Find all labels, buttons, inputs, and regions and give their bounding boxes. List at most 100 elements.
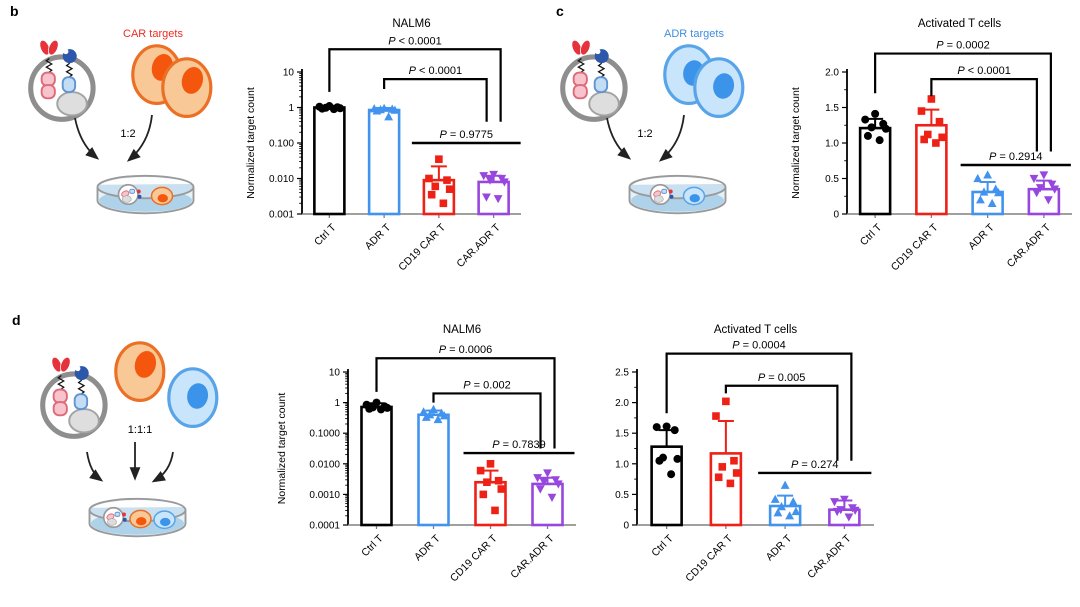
mix-arrow-right-icon bbox=[151, 451, 174, 483]
scatter-point bbox=[533, 474, 542, 483]
significance-bracket bbox=[930, 78, 1038, 152]
x-category-label: Ctrl T bbox=[359, 532, 386, 559]
x-category-label: CAR.ADR T bbox=[805, 532, 854, 581]
scatter-point bbox=[445, 185, 454, 193]
scatter-point bbox=[1043, 196, 1053, 205]
y-axis-label: Normalized target count bbox=[245, 87, 257, 199]
scatter-point bbox=[987, 198, 997, 207]
scatter-point bbox=[551, 476, 560, 485]
scatter-point bbox=[419, 407, 428, 416]
scatter-point bbox=[917, 107, 926, 115]
scatter-point bbox=[920, 135, 928, 144]
y-tick-label: 0 bbox=[833, 210, 839, 221]
significance-bracket bbox=[383, 78, 488, 122]
scatter-point bbox=[479, 490, 488, 499]
x-category-label: CAR.ADR T bbox=[508, 532, 557, 581]
scatter-point bbox=[770, 494, 780, 503]
car-target-cells-icon bbox=[131, 44, 213, 119]
significance-bracket bbox=[665, 352, 853, 461]
scatter-point bbox=[973, 173, 983, 183]
scatter-point bbox=[421, 412, 431, 421]
scatter-point bbox=[318, 104, 327, 113]
scatter-point bbox=[844, 513, 854, 522]
significance-bracket bbox=[724, 384, 839, 461]
scatter-point bbox=[1032, 189, 1042, 198]
significance-bracket bbox=[375, 357, 556, 449]
scatter-point bbox=[850, 506, 860, 515]
engineered-t-cell-icon bbox=[43, 356, 105, 437]
bar bbox=[313, 106, 346, 216]
x-category-label: Ctrl T bbox=[858, 221, 885, 248]
x-category-label: CD19 CAR T bbox=[448, 532, 500, 584]
scatter-point bbox=[543, 469, 552, 478]
culture-dish-icon bbox=[628, 174, 727, 215]
scatter-point bbox=[553, 480, 563, 489]
scatter-point bbox=[863, 131, 872, 140]
y-tick-label: 10 bbox=[329, 368, 341, 379]
panel-d-letter: d bbox=[12, 312, 21, 328]
scatter-point bbox=[425, 174, 433, 183]
scatter-point bbox=[655, 456, 664, 465]
significance-bracket bbox=[328, 48, 502, 122]
scatter-point bbox=[832, 507, 842, 517]
scatter-point bbox=[539, 478, 549, 487]
scatter-point bbox=[780, 480, 790, 489]
bar bbox=[531, 482, 564, 527]
scatter-point bbox=[383, 403, 392, 412]
x-category-label: CAR.ADR T bbox=[454, 221, 503, 270]
adr-target-cell-icon bbox=[167, 367, 219, 428]
x-category-label: CD19 CAR T bbox=[396, 221, 448, 273]
panel-c-letter: c bbox=[556, 3, 564, 19]
bar bbox=[417, 413, 450, 527]
scatter-point bbox=[867, 123, 876, 132]
panel-b-chart-nalm6: NALM6 Normalized target count 10 1 0.100 0.01… bbox=[245, 18, 521, 273]
scatter-point bbox=[384, 112, 394, 121]
mix-arrow-right-icon bbox=[126, 114, 153, 162]
y-tick-label: 0.0001 bbox=[309, 521, 340, 532]
y-tick-label: 0.5 bbox=[615, 490, 629, 501]
scatter-point bbox=[714, 473, 723, 482]
mix-arrow-right-icon bbox=[658, 114, 685, 162]
mix-arrow-left-icon bbox=[86, 451, 104, 482]
scatter-point bbox=[662, 422, 671, 431]
y-tick-label: 2.0 bbox=[825, 68, 839, 79]
x-category-label: ADR T bbox=[412, 532, 443, 563]
scatter-point bbox=[439, 411, 449, 420]
bar bbox=[360, 405, 393, 527]
scatter-point bbox=[485, 176, 495, 185]
scatter-point bbox=[861, 115, 870, 124]
chart-title: NALM6 bbox=[443, 324, 481, 336]
scatter-point bbox=[491, 506, 499, 515]
scatter-point bbox=[429, 404, 438, 413]
x-category-label: CD19 CAR T bbox=[889, 221, 941, 273]
scatter-point bbox=[435, 155, 443, 163]
scatter-point bbox=[483, 478, 491, 487]
y-tick-label: 0.0100 bbox=[309, 459, 340, 470]
significance-bracket bbox=[432, 392, 542, 449]
p-value-label: P < 0.0001 bbox=[388, 35, 442, 47]
chart-title: NALM6 bbox=[392, 18, 430, 30]
bar bbox=[709, 452, 743, 527]
scatter-point bbox=[1047, 180, 1057, 189]
car-targets-label: CAR targets bbox=[123, 28, 183, 40]
y-tick-label: 2.5 bbox=[615, 368, 629, 379]
car-target-cell-icon bbox=[114, 341, 166, 402]
panel-d-cartoon bbox=[28, 341, 219, 538]
x-category-label: ADR T bbox=[966, 221, 997, 252]
scatter-point bbox=[881, 124, 890, 133]
scatter-point bbox=[500, 178, 509, 187]
bar bbox=[477, 180, 510, 216]
scatter-point bbox=[1050, 185, 1060, 194]
scatter-point bbox=[785, 511, 795, 520]
scatter-point bbox=[476, 466, 485, 475]
scatter-point bbox=[535, 485, 545, 494]
panel-b-letter: b bbox=[10, 3, 19, 19]
scatter-point bbox=[938, 133, 946, 142]
scatter-point bbox=[427, 190, 436, 199]
scatter-point bbox=[494, 476, 503, 485]
scatter-point bbox=[486, 460, 495, 468]
p-value-label: P = 0.7839 bbox=[492, 439, 546, 451]
p-value-label: P = 0.2914 bbox=[989, 151, 1043, 163]
panel-b-ratio-label: 1:2 bbox=[120, 128, 136, 140]
p-value-label: P = 0.0006 bbox=[439, 344, 493, 356]
